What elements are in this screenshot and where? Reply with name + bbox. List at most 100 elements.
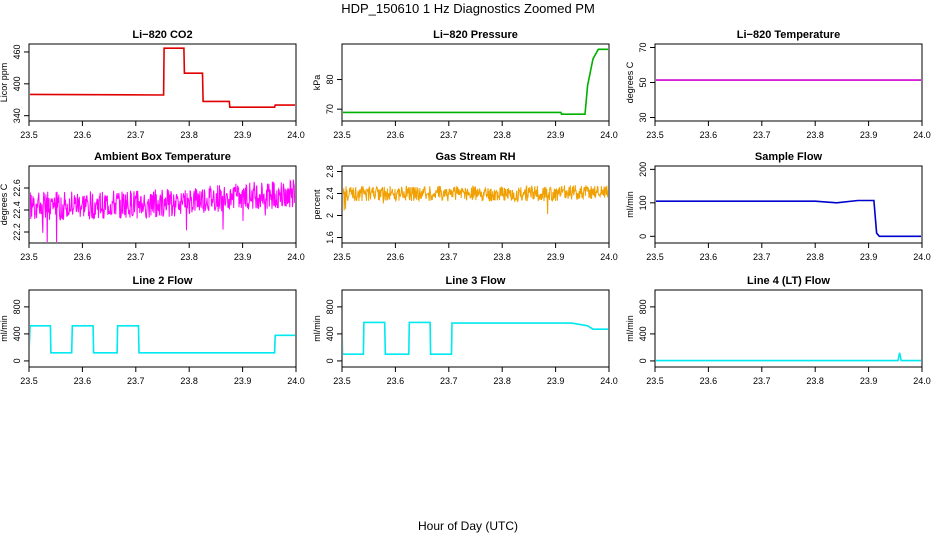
x-tick-label: 23.8: [806, 130, 824, 140]
y-tick-label: 200: [638, 162, 648, 177]
chart-panel-7: Line 2 Flow 23.5 23.6 23.7 23.8 23.9 24.0 0 400 8…: [0, 275, 305, 386]
chart-panel-3: Li−820 Temperature 23.5 23.6 23.7 23.8 23.9 24…: [625, 29, 931, 140]
y-tick-label: 800: [638, 299, 648, 314]
x-tick-label: 23.9: [234, 376, 252, 386]
y-tick-label: 30: [638, 112, 648, 122]
series-line-1: [343, 321, 608, 356]
panel-title: Line 4 (LT) Flow: [747, 275, 830, 287]
y-tick-label: 2.4: [325, 187, 335, 200]
y-axis-label: ml/min: [312, 315, 322, 342]
x-tick-label: 23.7: [753, 376, 771, 386]
x-tick-label: 24.0: [287, 376, 305, 386]
y-tick-label: 22.6: [12, 179, 22, 197]
x-tick-label: 24.0: [913, 376, 931, 386]
y-tick-label: 400: [325, 326, 335, 341]
y-axis-label: degrees C: [0, 183, 9, 225]
x-tick-label: 23.7: [127, 376, 145, 386]
series-line-1: [656, 352, 921, 362]
y-tick-label: 2: [325, 213, 335, 218]
y-axis-label: ml/min: [625, 315, 635, 342]
x-axis-caption: Hour of Day (UTC): [417, 519, 518, 533]
plot-frame: [654, 43, 923, 122]
y-tick-label: 100: [638, 195, 648, 210]
x-tick-label: 23.8: [180, 376, 198, 386]
series-line-1: [30, 178, 295, 242]
x-tick-label: 24.0: [913, 252, 931, 262]
x-tick-label: 23.6: [700, 130, 718, 140]
plot-frame: [28, 43, 297, 122]
x-tick-label: 23.7: [127, 130, 145, 140]
chart-panel-2: Li−820 Pressure 23.5 23.6 23.7 23.8 23.9 24.0 7…: [312, 29, 618, 140]
chart-panel-6: Sample Flow 23.5 23.6 23.7 23.8 23.9 24.0 0 100 2…: [625, 151, 931, 262]
x-tick-label: 23.5: [20, 130, 38, 140]
y-tick-label: 70: [638, 42, 648, 52]
panel-title: Li−820 Temperature: [737, 29, 840, 41]
chart-panel-1: Li−820 CO2 23.5 23.6 23.7 23.8 23.9 24.0 340 400…: [0, 29, 305, 140]
panel-title: Li−820 CO2: [132, 29, 192, 41]
x-tick-label: 23.9: [234, 252, 252, 262]
x-tick-label: 23.7: [753, 252, 771, 262]
x-tick-label: 23.5: [20, 376, 38, 386]
x-tick-label: 23.5: [646, 130, 664, 140]
x-tick-label: 23.8: [493, 376, 511, 386]
x-tick-label: 23.7: [440, 252, 458, 262]
y-tick-label: 340: [12, 108, 22, 123]
y-tick-label: 400: [12, 326, 22, 341]
panel-title: Line 3 Flow: [446, 275, 506, 287]
panel-title: Sample Flow: [755, 151, 823, 163]
panel-title: Line 2 Flow: [133, 275, 193, 287]
x-tick-label: 24.0: [287, 252, 305, 262]
y-tick-label: 460: [12, 44, 22, 59]
y-tick-label: 400: [12, 76, 22, 91]
x-tick-label: 23.5: [333, 130, 351, 140]
y-tick-label: 50: [638, 77, 648, 87]
x-tick-label: 23.9: [547, 130, 565, 140]
x-tick-label: 24.0: [600, 130, 618, 140]
y-tick-label: 70: [325, 104, 335, 114]
y-tick-label: 2.8: [325, 165, 335, 178]
x-tick-label: 24.0: [913, 130, 931, 140]
y-axis-label: percent: [312, 189, 322, 220]
x-tick-label: 23.8: [806, 252, 824, 262]
series-line-1: [343, 48, 608, 115]
y-tick-label: 0: [325, 358, 335, 363]
chart-panel-5: Gas Stream RH 23.5 23.6 23.7 23.8 23.9 24.0 1.6…: [312, 151, 618, 262]
plot-frame: [341, 165, 610, 244]
y-tick-label: 80: [325, 75, 335, 85]
x-tick-label: 23.6: [387, 252, 405, 262]
y-tick-label: 22.4: [12, 201, 22, 219]
x-tick-label: 23.8: [180, 130, 198, 140]
x-tick-label: 24.0: [600, 252, 618, 262]
x-tick-label: 23.9: [860, 252, 878, 262]
x-tick-label: 23.8: [180, 252, 198, 262]
chart-panel-4: Ambient Box Temperature 23.5 23.6 23.7 23.8 2…: [0, 151, 305, 262]
figure-title: HDP_150610 1 Hz Diagnostics Zoomed PM: [341, 1, 595, 16]
series-line-1: [30, 324, 295, 354]
x-tick-label: 23.6: [387, 130, 405, 140]
x-tick-label: 23.7: [753, 130, 771, 140]
plot-frame: [28, 165, 297, 244]
x-tick-label: 23.7: [440, 130, 458, 140]
y-tick-label: 22.2: [12, 223, 22, 241]
x-tick-label: 23.8: [493, 130, 511, 140]
x-tick-label: 23.8: [806, 376, 824, 386]
y-tick-label: 0: [638, 358, 648, 363]
x-tick-label: 24.0: [287, 130, 305, 140]
x-tick-label: 23.5: [646, 252, 664, 262]
x-tick-label: 24.0: [600, 376, 618, 386]
plot-frame: [341, 43, 610, 122]
plot-frame: [341, 289, 610, 368]
x-tick-label: 23.6: [700, 376, 718, 386]
x-tick-label: 23.6: [700, 252, 718, 262]
x-tick-label: 23.9: [547, 376, 565, 386]
x-tick-label: 23.9: [547, 252, 565, 262]
x-tick-label: 23.5: [20, 252, 38, 262]
y-axis-label: Licor ppm: [0, 63, 9, 103]
x-tick-label: 23.6: [74, 252, 92, 262]
series-line-1: [30, 47, 295, 108]
series-line-1: [343, 184, 608, 215]
x-tick-label: 23.5: [333, 376, 351, 386]
y-axis-label: degrees C: [625, 61, 635, 103]
x-tick-label: 23.9: [860, 130, 878, 140]
panel-title: Li−820 Pressure: [433, 29, 518, 41]
